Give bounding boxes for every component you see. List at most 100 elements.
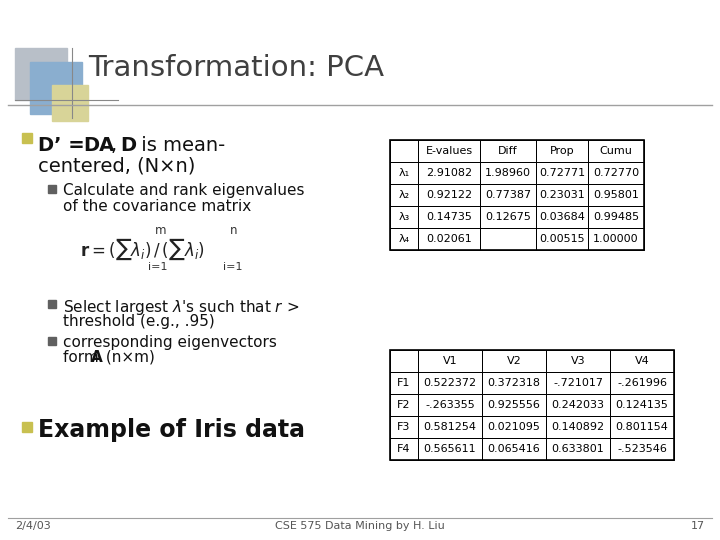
Bar (15, 48, 67, 100)
Text: m: m (155, 224, 166, 237)
Text: Cumu: Cumu (600, 146, 632, 156)
Text: -.523546: -.523546 (617, 444, 667, 454)
Bar (418, 438, 482, 460)
Bar (48, 300, 56, 308)
Bar (588, 140, 644, 162)
Text: 0.72771: 0.72771 (539, 168, 585, 178)
Bar (588, 184, 644, 206)
Bar (480, 184, 536, 206)
Text: Select largest $\lambda$'s such that $r$ >: Select largest $\lambda$'s such that $r$… (63, 298, 300, 317)
Bar (52, 85, 88, 121)
Bar (390, 140, 418, 162)
Text: 0.140892: 0.140892 (552, 422, 605, 432)
Text: A: A (91, 350, 103, 365)
Text: 0.23031: 0.23031 (539, 190, 585, 200)
Bar (390, 206, 418, 228)
Bar (610, 394, 674, 416)
Text: 0.925556: 0.925556 (487, 400, 541, 410)
Text: (n×m): (n×m) (101, 350, 155, 365)
Text: 0.14735: 0.14735 (426, 212, 472, 222)
Bar (536, 184, 588, 206)
Bar (418, 206, 480, 228)
Bar (588, 228, 644, 250)
Text: 1.98960: 1.98960 (485, 168, 531, 178)
Bar (546, 438, 610, 460)
Text: n: n (230, 224, 238, 237)
Bar (22, 133, 32, 143)
Bar (390, 416, 418, 438)
Bar (546, 372, 610, 394)
Bar (418, 416, 482, 438)
Bar (418, 350, 482, 372)
Text: ,: , (111, 136, 123, 155)
Text: -.263355: -.263355 (425, 400, 475, 410)
Text: of the covariance matrix: of the covariance matrix (63, 199, 251, 214)
Bar (22, 422, 32, 432)
Text: 0.02061: 0.02061 (426, 234, 472, 244)
Text: λ₁: λ₁ (398, 168, 410, 178)
Bar (482, 394, 546, 416)
Text: 0.522372: 0.522372 (423, 378, 477, 388)
Bar (482, 438, 546, 460)
Bar (48, 337, 56, 345)
Text: F1: F1 (397, 378, 410, 388)
Text: 0.77387: 0.77387 (485, 190, 531, 200)
Bar (588, 162, 644, 184)
Bar (418, 140, 480, 162)
Text: DA: DA (83, 136, 114, 155)
Bar (546, 416, 610, 438)
Bar (390, 438, 418, 460)
Bar (480, 162, 536, 184)
Bar (418, 162, 480, 184)
Text: -.721017: -.721017 (553, 378, 603, 388)
Text: form: form (63, 350, 104, 365)
Text: F2: F2 (397, 400, 410, 410)
Text: CSE 575 Data Mining by H. Liu: CSE 575 Data Mining by H. Liu (275, 521, 445, 531)
Text: 0.065416: 0.065416 (487, 444, 541, 454)
Text: i=1: i=1 (223, 262, 243, 272)
Bar (390, 372, 418, 394)
Text: 17: 17 (691, 521, 705, 531)
Bar (390, 350, 418, 372)
Text: 0.03684: 0.03684 (539, 212, 585, 222)
Text: 0.95801: 0.95801 (593, 190, 639, 200)
Text: F4: F4 (397, 444, 410, 454)
Text: 0.565611: 0.565611 (423, 444, 477, 454)
Text: centered, (N×n): centered, (N×n) (38, 156, 195, 175)
Bar (30, 62, 82, 114)
Bar (418, 394, 482, 416)
Text: 0.99485: 0.99485 (593, 212, 639, 222)
Text: 0.72770: 0.72770 (593, 168, 639, 178)
Text: Prop: Prop (549, 146, 575, 156)
Text: V4: V4 (634, 356, 649, 366)
Bar (536, 206, 588, 228)
Text: 1.00000: 1.00000 (593, 234, 639, 244)
Text: Example of Iris data: Example of Iris data (38, 418, 305, 442)
Text: corresponding eigenvectors: corresponding eigenvectors (63, 335, 277, 350)
Bar (418, 372, 482, 394)
Bar (536, 162, 588, 184)
Text: 0.581254: 0.581254 (423, 422, 477, 432)
Text: E-values: E-values (426, 146, 472, 156)
Text: F3: F3 (397, 422, 410, 432)
Bar (610, 372, 674, 394)
Bar (418, 228, 480, 250)
Bar (390, 184, 418, 206)
Text: threshold (e.g., .95): threshold (e.g., .95) (63, 314, 215, 329)
Bar (390, 140, 644, 250)
Text: 0.801154: 0.801154 (616, 422, 668, 432)
Text: λ₂: λ₂ (398, 190, 410, 200)
Bar (390, 350, 674, 460)
Bar (482, 372, 546, 394)
Text: Diff: Diff (498, 146, 518, 156)
Bar (546, 394, 610, 416)
Text: 0.12675: 0.12675 (485, 212, 531, 222)
Bar (536, 140, 588, 162)
Text: 2/4/03: 2/4/03 (15, 521, 50, 531)
Text: is mean-: is mean- (135, 136, 225, 155)
Bar (536, 228, 588, 250)
Bar (610, 416, 674, 438)
Text: Transformation: PCA: Transformation: PCA (88, 54, 384, 82)
Bar (546, 350, 610, 372)
Text: 2.91082: 2.91082 (426, 168, 472, 178)
